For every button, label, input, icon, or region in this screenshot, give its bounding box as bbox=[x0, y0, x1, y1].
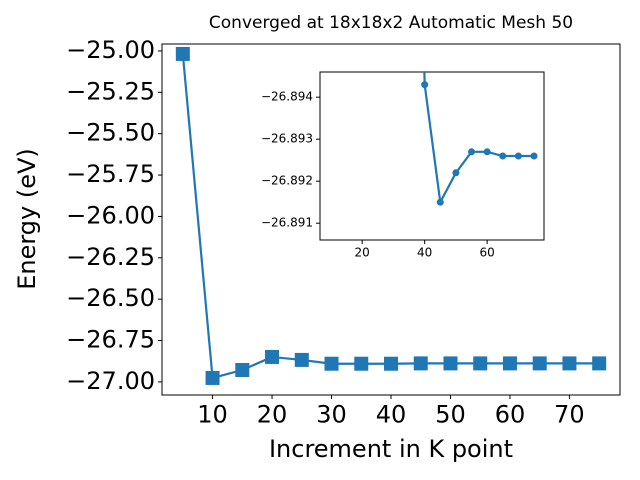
series bbox=[175, 46, 607, 385]
marker bbox=[468, 148, 476, 156]
marker bbox=[530, 152, 538, 160]
y-tick-label: −26.50 bbox=[66, 284, 155, 312]
y-tick-label: −26.891 bbox=[261, 216, 313, 230]
marker bbox=[532, 356, 547, 371]
marker bbox=[562, 356, 577, 371]
marker bbox=[514, 152, 522, 160]
x-tick-label: 40 bbox=[417, 246, 432, 260]
series bbox=[421, 72, 538, 206]
x-axis-label: Increment in K point bbox=[269, 435, 513, 463]
x-tick-label: 10 bbox=[197, 400, 228, 428]
y-tick-label: −26.892 bbox=[261, 174, 313, 188]
marker bbox=[175, 46, 190, 61]
marker bbox=[499, 152, 507, 160]
marker bbox=[452, 169, 460, 177]
y-tick-label: −26.00 bbox=[66, 201, 155, 229]
y-tick-label: −26.25 bbox=[66, 243, 155, 271]
y-tick-label: −26.893 bbox=[261, 132, 313, 146]
marker bbox=[354, 356, 369, 371]
x-tick-label: 30 bbox=[316, 400, 347, 428]
marker bbox=[502, 356, 517, 371]
marker bbox=[294, 352, 309, 367]
marker bbox=[265, 349, 280, 364]
y-tick-label: −26.75 bbox=[66, 326, 155, 354]
x-tick-label: 60 bbox=[495, 400, 526, 428]
marker bbox=[483, 148, 491, 156]
x-tick-label: 60 bbox=[480, 246, 495, 260]
marker bbox=[592, 356, 607, 371]
y-tick-label: −25.50 bbox=[66, 119, 155, 147]
y-tick-label: −26.894 bbox=[261, 90, 313, 104]
marker bbox=[421, 81, 429, 89]
chart-title: Converged at 18x18x2 Automatic Mesh 50 bbox=[209, 13, 573, 33]
x-tick-label: 20 bbox=[355, 246, 370, 260]
marker bbox=[443, 356, 458, 371]
x-tick-label: 20 bbox=[257, 400, 288, 428]
x-tick-label: 50 bbox=[435, 400, 466, 428]
marker bbox=[384, 356, 398, 371]
marker bbox=[324, 356, 339, 371]
marker bbox=[413, 356, 428, 371]
y-tick-label: −27.00 bbox=[66, 367, 155, 395]
x-tick-label: 40 bbox=[376, 400, 407, 428]
x-tick-label: 70 bbox=[554, 400, 585, 428]
marker bbox=[473, 356, 488, 371]
y-tick-label: −25.00 bbox=[66, 36, 155, 64]
marker bbox=[205, 370, 220, 385]
y-axis-label: Energy (eV) bbox=[13, 148, 41, 290]
y-tick-label: −25.25 bbox=[66, 77, 155, 105]
y-tick-label: −25.75 bbox=[66, 160, 155, 188]
marker bbox=[436, 198, 444, 206]
marker bbox=[235, 363, 250, 378]
